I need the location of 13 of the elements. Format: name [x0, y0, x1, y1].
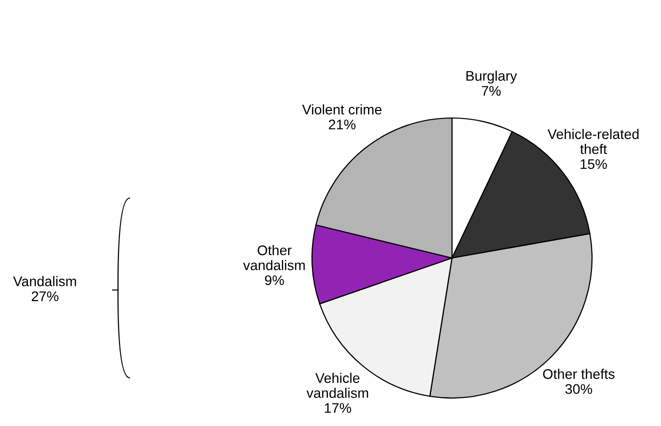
slice-label: Burglary	[466, 70, 518, 84]
data-label: 9%	[265, 275, 284, 286]
data-label: 17%	[324, 403, 352, 413]
slice-label: Vehicle-related theft	[548, 128, 639, 154]
slice-label: Violent crime	[302, 104, 382, 114]
data-label: 21%	[328, 120, 356, 130]
text: Vandalism 27%	[13, 276, 76, 302]
data-label: 15%	[580, 159, 607, 170]
slice-label: Vehicle vandalism	[306, 372, 368, 398]
slice-label: Other thefts	[543, 368, 614, 379]
data-label: 7%	[482, 86, 501, 96]
slice-label: Other vandalism	[243, 245, 305, 270]
data-label: 30%	[565, 384, 592, 394]
